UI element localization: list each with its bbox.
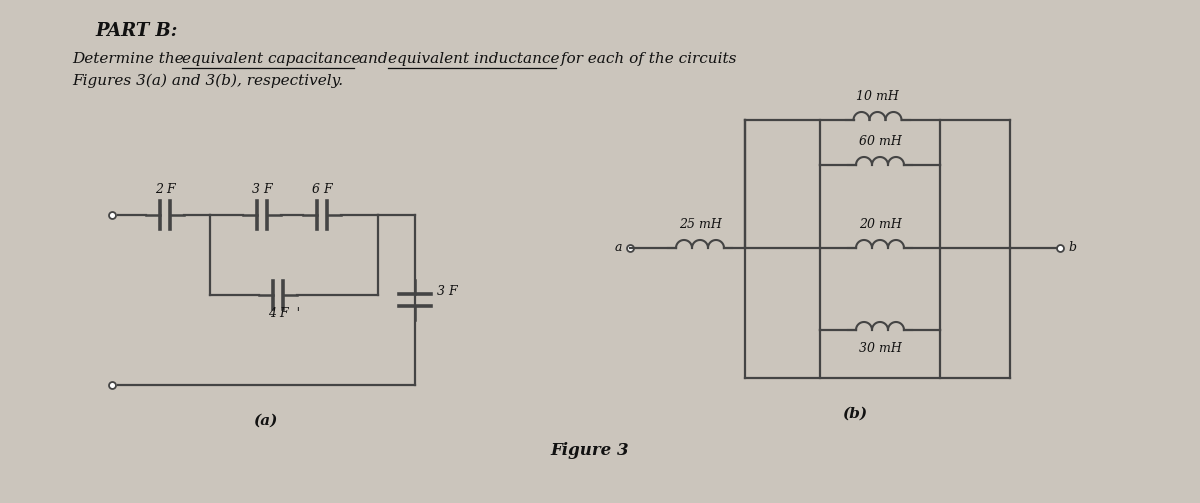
Text: equivalent inductance: equivalent inductance: [388, 52, 559, 66]
Text: 25 mH: 25 mH: [679, 218, 721, 231]
Text: 6 F: 6 F: [312, 183, 332, 196]
Text: 10 mH: 10 mH: [856, 90, 899, 103]
Text: a: a: [614, 241, 622, 254]
Text: 60 mH: 60 mH: [859, 135, 901, 148]
Text: 30 mH: 30 mH: [859, 342, 901, 355]
Text: 4 F  ': 4 F ': [268, 307, 300, 320]
Text: (a): (a): [253, 414, 277, 428]
Text: and: and: [354, 52, 392, 66]
Text: Determine the: Determine the: [72, 52, 188, 66]
Text: 3 F: 3 F: [437, 285, 457, 298]
Text: PART B:: PART B:: [95, 22, 178, 40]
Text: (b): (b): [842, 407, 868, 421]
Text: Figures 3(a) and 3(b), respectively.: Figures 3(a) and 3(b), respectively.: [72, 74, 343, 89]
Text: 2 F: 2 F: [155, 183, 175, 196]
Text: 20 mH: 20 mH: [859, 218, 901, 231]
Text: equivalent capacitance: equivalent capacitance: [182, 52, 360, 66]
Text: Figure 3: Figure 3: [551, 442, 629, 459]
Text: for each of the circuits: for each of the circuits: [556, 52, 737, 66]
Text: 3 F: 3 F: [252, 183, 272, 196]
Text: b: b: [1068, 241, 1076, 254]
